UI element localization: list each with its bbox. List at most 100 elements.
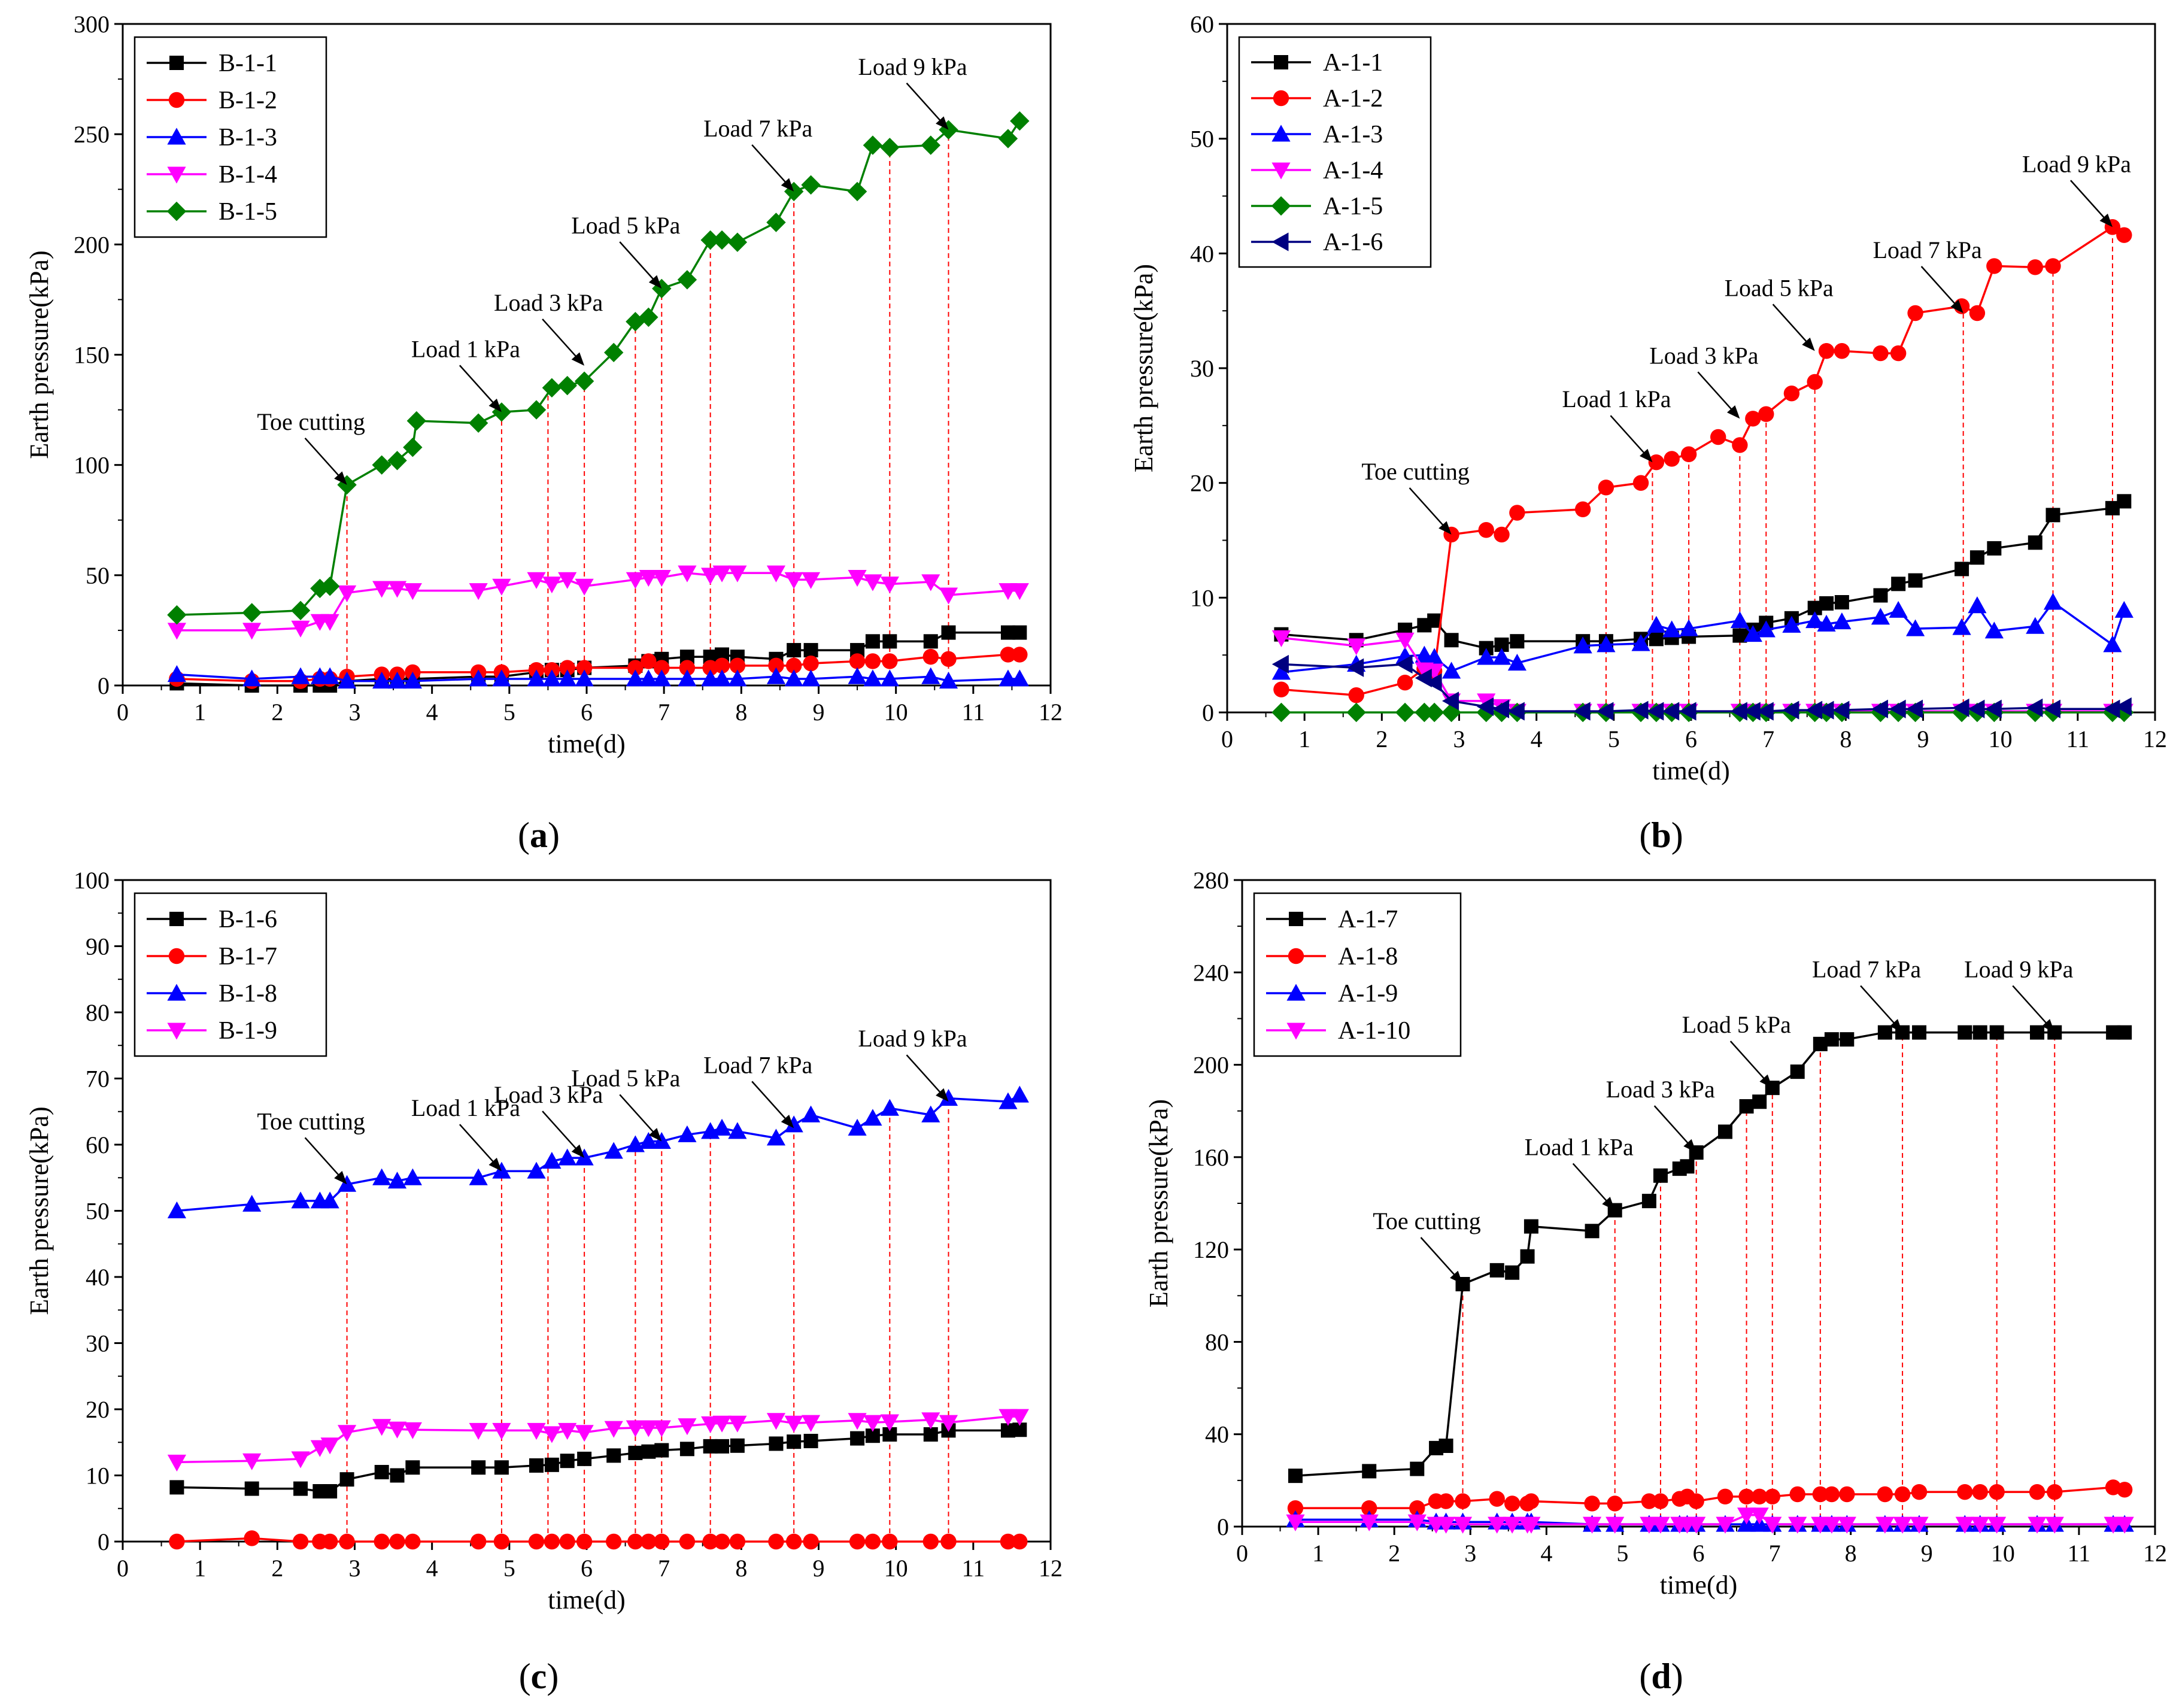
annotation-arrow-shaft [1920, 266, 1959, 308]
data-point [2115, 1516, 2134, 1534]
data-point [1969, 305, 1986, 321]
data-point [1756, 620, 1776, 638]
legend-item: B-1-5 [147, 198, 277, 226]
annotation-arrow-shaft [906, 82, 945, 125]
annotation-label: Load 5 kPa [1725, 274, 1834, 301]
data-point [1597, 702, 1614, 721]
data-point [575, 1425, 594, 1442]
data-point [542, 378, 562, 398]
legend-item: B-1-2 [147, 87, 277, 114]
data-point [469, 583, 488, 600]
data-point [766, 1413, 786, 1430]
data-point [492, 669, 511, 687]
annotation-arrow-head [1802, 337, 1815, 351]
legend-box [1253, 892, 1462, 1057]
legend-label: A-1-1 [1323, 49, 1383, 77]
data-point [2045, 508, 2060, 523]
data-point [654, 1533, 670, 1550]
data-point [1662, 702, 1680, 721]
y-tick-label: 80 [1205, 1328, 1229, 1355]
data-point [847, 181, 867, 202]
data-point [1584, 1495, 1600, 1512]
data-point [558, 1422, 577, 1440]
data-point [542, 669, 562, 687]
data-point [652, 669, 671, 687]
data-point [678, 1125, 697, 1142]
data-point [2028, 535, 2043, 550]
data-point [560, 1454, 575, 1469]
data-point [470, 1533, 487, 1550]
data-point [627, 1533, 644, 1550]
data-point [865, 634, 880, 649]
y-tick-label: 30 [1190, 355, 1214, 382]
data-point [169, 1480, 184, 1495]
data-point [1782, 700, 1799, 720]
data-point [242, 1194, 262, 1212]
data-point [880, 577, 899, 594]
x-tick-label: 7 [1762, 726, 1774, 753]
annotation-label: Load 3 kPa [1606, 1076, 1715, 1103]
annotation-label: Load 9 kPa [858, 53, 967, 80]
chart-panel-b: 0 1 2 3 4 5 6 7 8 9 10 11 120102030405060time(d)Eart… [1129, 11, 2167, 855]
annotation-arrow-head [1640, 448, 1653, 463]
data-point [922, 1533, 939, 1550]
annotation-label: Toe cutting [1361, 458, 1470, 485]
data-point [1424, 702, 1444, 723]
data-point [801, 175, 821, 195]
y-axis-label: Earth pressure(kPa) [1129, 264, 1158, 472]
data-point [1890, 345, 1907, 362]
data-point [1438, 1439, 1453, 1453]
data-point [1273, 681, 1289, 697]
annotation-label: Load 9 kPa [1964, 956, 2073, 983]
data-point [998, 129, 1018, 148]
data-point [1716, 1516, 1735, 1534]
data-point [1631, 634, 1650, 651]
y-tick-label: 10 [86, 1463, 110, 1489]
annotation-arrow-shaft [1409, 487, 1447, 530]
y-tick-label: 120 [1193, 1236, 1229, 1263]
legend-label: B-1-7 [218, 943, 277, 970]
legend-item: B-1-6 [147, 906, 277, 933]
annotation-arrow-shaft [1860, 985, 1899, 1028]
data-point [491, 402, 512, 422]
data-point [471, 1460, 486, 1475]
y-tick-label: 0 [98, 672, 110, 699]
y-tick-label: 10 [1190, 584, 1214, 611]
x-tick-label: 5 [1616, 1540, 1628, 1567]
data-point [1912, 1025, 1927, 1040]
x-tick-label: 8 [735, 1555, 747, 1582]
data-point [292, 1533, 309, 1550]
data-point [1441, 662, 1461, 679]
annotation-label: Load 1 kPa [1525, 1134, 1634, 1161]
data-point [323, 1484, 338, 1499]
series-A-1-5 [1271, 702, 2134, 723]
annotation-arrow-shaft [1653, 1105, 1692, 1148]
data-point [1012, 1533, 1028, 1550]
data-point [1743, 702, 1761, 721]
annotation-label: Load 3 kPa [494, 289, 603, 316]
annotation-arrow-head [334, 471, 347, 485]
data-point [864, 653, 881, 669]
legend-swatch-marker [167, 984, 186, 1001]
data-point [1957, 1483, 1973, 1500]
data-point [863, 135, 883, 155]
panel-label: (b) [1639, 815, 1683, 855]
data-point [2026, 617, 2045, 634]
data-point [801, 572, 821, 589]
x-tick-label: 4 [1531, 726, 1543, 753]
data-point [654, 1443, 669, 1458]
data-point [1647, 615, 1666, 633]
data-point [1971, 1516, 1990, 1534]
data-point [1952, 698, 1969, 717]
legend-swatch-marker [1289, 912, 1303, 926]
data-point [1834, 595, 1849, 609]
y-axis-label: Earth pressure(kPa) [1144, 1099, 1173, 1307]
data-point [1010, 669, 1029, 687]
legend-item: A-1-1 [1251, 49, 1383, 77]
series-B-1-6 [169, 1422, 1027, 1499]
series-B-1-7 [169, 1530, 1028, 1550]
annotation-arrow-head [571, 1144, 585, 1158]
data-point [542, 1426, 562, 1443]
data-point [1271, 663, 1291, 680]
data-point [922, 648, 939, 665]
